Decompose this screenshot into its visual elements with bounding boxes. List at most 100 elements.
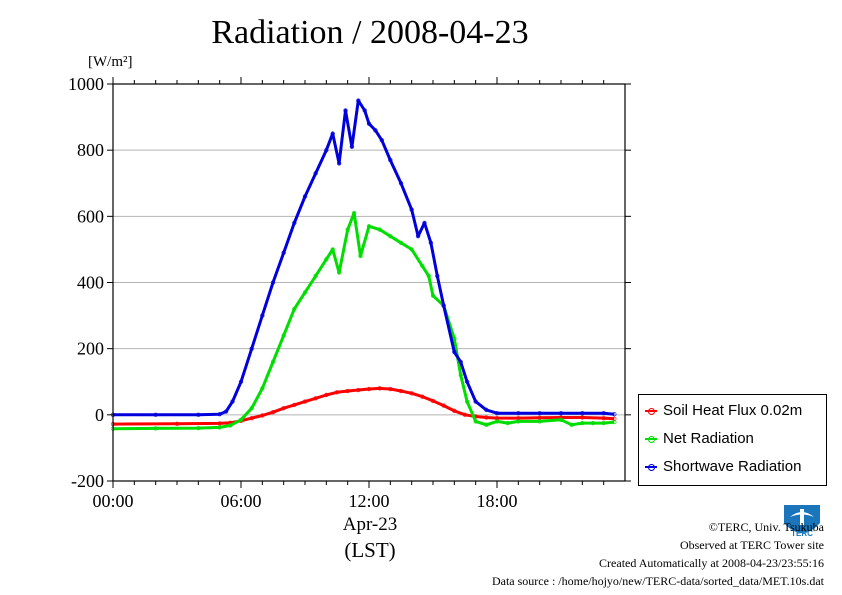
series-2-point [270,280,276,285]
series-1-point [388,233,393,239]
series-layer [110,98,617,431]
series-1-point [590,420,596,426]
series-0-point [345,388,350,394]
y-tick-label: 200 [77,339,104,359]
series-1-point [281,333,286,338]
series-2-point [580,410,585,416]
series-2-point [452,349,457,355]
series-2-point [409,207,414,212]
series-2-point [153,412,158,418]
series-2-point [249,346,254,351]
series-2-point [558,410,564,416]
series-1-point [324,257,329,262]
series-1-point [558,417,564,422]
series-line-2 [113,99,615,417]
series-0-point [366,386,372,392]
series-0-point [409,391,414,396]
series-2-point [398,181,404,186]
series-0-point [302,399,308,404]
series-1-point [228,423,233,428]
series-2-point [292,220,297,226]
series-0-point [249,415,254,421]
series-1-point [473,419,478,424]
x-tick-label: 06:00 [220,491,261,511]
series-2-point [458,359,463,365]
series-2-point [324,147,329,153]
series-0-point [580,415,585,420]
legend-item-soil-heat-flux: Soil Heat Flux 0.02m [645,401,802,421]
series-1-point [313,273,318,279]
legend-label-soil-heat-flux: Soil Heat Flux 0.02m [663,402,803,419]
y-tick-label: -200 [71,471,104,491]
x-tick-label: 12:00 [348,491,389,511]
series-1-point [358,253,363,259]
chart-title: Radiation / 2008-04-23 [211,14,529,51]
series-2-point [356,98,361,103]
series-1-point [366,224,372,229]
legend-label-shortwave-radiation: Shortwave Radiation [663,458,802,475]
series-2-point [238,379,244,384]
series-2-point [362,108,367,113]
series-1-point [494,419,500,424]
series-1-point [484,422,489,427]
y-tick-label: 600 [77,206,104,226]
series-1-point [516,419,521,424]
series-0-point [377,386,382,391]
series-0-point [601,415,606,421]
series-0-point [398,388,404,394]
series-1-point [217,425,222,430]
series-2-point [379,138,384,143]
series-0-point [174,421,180,426]
series-1-point [345,227,350,232]
series-1-point [238,417,244,422]
legend-label-net-radiation: Net Radiation [663,430,754,447]
y-tick-label: 400 [77,273,104,293]
series-line-1 [112,211,615,431]
series-1-point [426,273,431,279]
series-1-point [249,406,254,411]
series-1-point [292,306,297,312]
series-2-point [473,399,478,404]
series-1-point [569,422,574,427]
series-2-point [464,379,470,384]
series-1-point [430,293,436,298]
series-2-point [313,171,318,176]
series-0-point [441,403,446,408]
series-2-point [366,121,372,126]
series-2-point [223,409,229,414]
legend-item-shortwave-radiation: Shortwave Radiation [645,457,801,477]
series-2-point [441,303,446,308]
terc-logo-tower [800,509,804,525]
series-0-point [462,412,468,418]
series-0-point [356,387,361,393]
series-2-point [343,108,348,113]
series-1-point [580,420,585,426]
series-0-point [281,406,286,411]
series-0-point [260,413,265,418]
series-0-point [452,408,457,414]
series-1-point [409,247,414,252]
chart-legend: Soil Heat Flux 0.02m Net Radiation Short… [638,394,827,486]
series-2-point [336,161,342,166]
terc-logo-text: TERC [791,529,813,538]
series-0-point [270,409,276,415]
series-2-point [484,407,489,413]
series-0-point [430,398,436,404]
series-1-point [398,240,404,245]
series-2-point [302,194,308,199]
grid-layer [113,149,625,416]
legend-swatch-net-radiation [645,436,657,444]
series-0-point [313,396,318,401]
terc-logo: TERC [784,505,820,538]
y-axis-unit: [W/m²] [88,54,133,70]
series-0-point [484,415,489,420]
series-1-point [420,263,425,269]
series-line-0 [112,386,615,426]
series-2-point [330,131,335,136]
series-1-point [458,372,463,378]
series-2-point [422,220,427,226]
series-0-point [420,394,425,399]
series-1-point [153,426,158,431]
series-1-point [330,247,335,252]
footer-source: Data source : /home/hojyo/new/TERC-data/… [491,574,824,588]
